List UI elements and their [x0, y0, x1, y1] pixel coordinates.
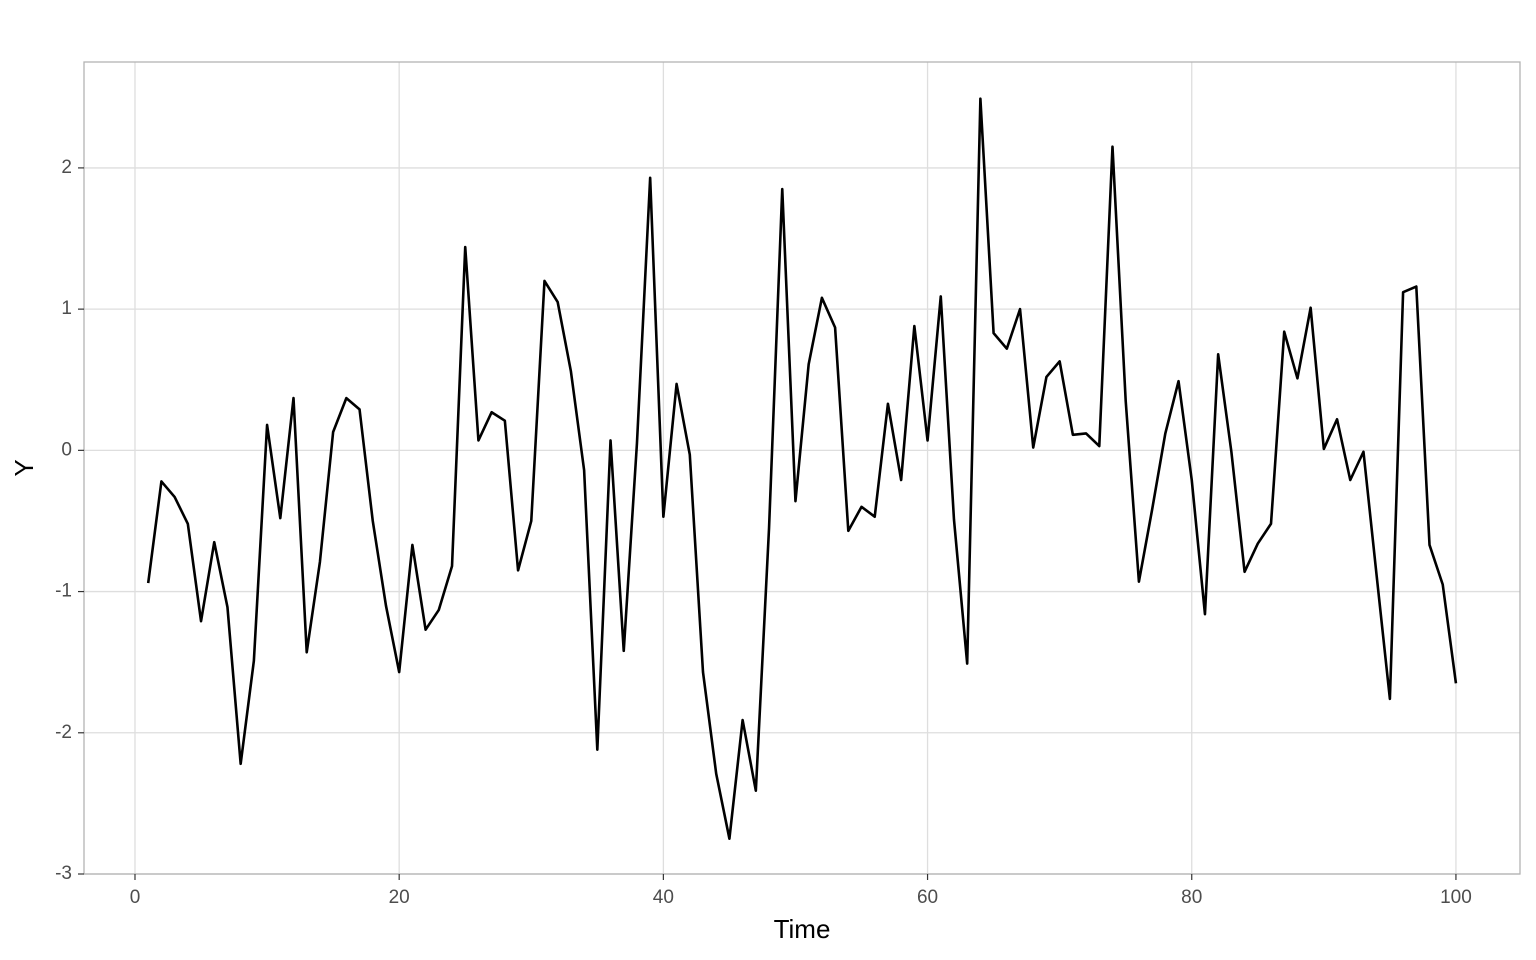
x-tick-label: 80	[1181, 887, 1202, 908]
x-tick-label: 60	[917, 887, 938, 908]
plot	[146, 97, 1458, 840]
y-tick-label: 2	[61, 157, 72, 178]
x-tick-label: 20	[389, 887, 410, 908]
y-tick-label: 1	[61, 298, 72, 319]
data-line	[146, 97, 1458, 840]
y-axis-title: Y	[9, 459, 39, 476]
x-tick-label: 40	[653, 887, 674, 908]
panel-border	[83, 61, 1521, 875]
y-tick-label: -1	[55, 581, 72, 602]
x-axis-title: Time	[774, 914, 831, 944]
y-tick-label: -2	[55, 722, 72, 743]
y-tick-label: 0	[61, 439, 72, 460]
x-tick-label: 0	[130, 887, 141, 908]
y-tick-label: -3	[55, 863, 72, 884]
x-tick-label: 100	[1440, 887, 1472, 908]
panel	[84, 62, 1520, 874]
